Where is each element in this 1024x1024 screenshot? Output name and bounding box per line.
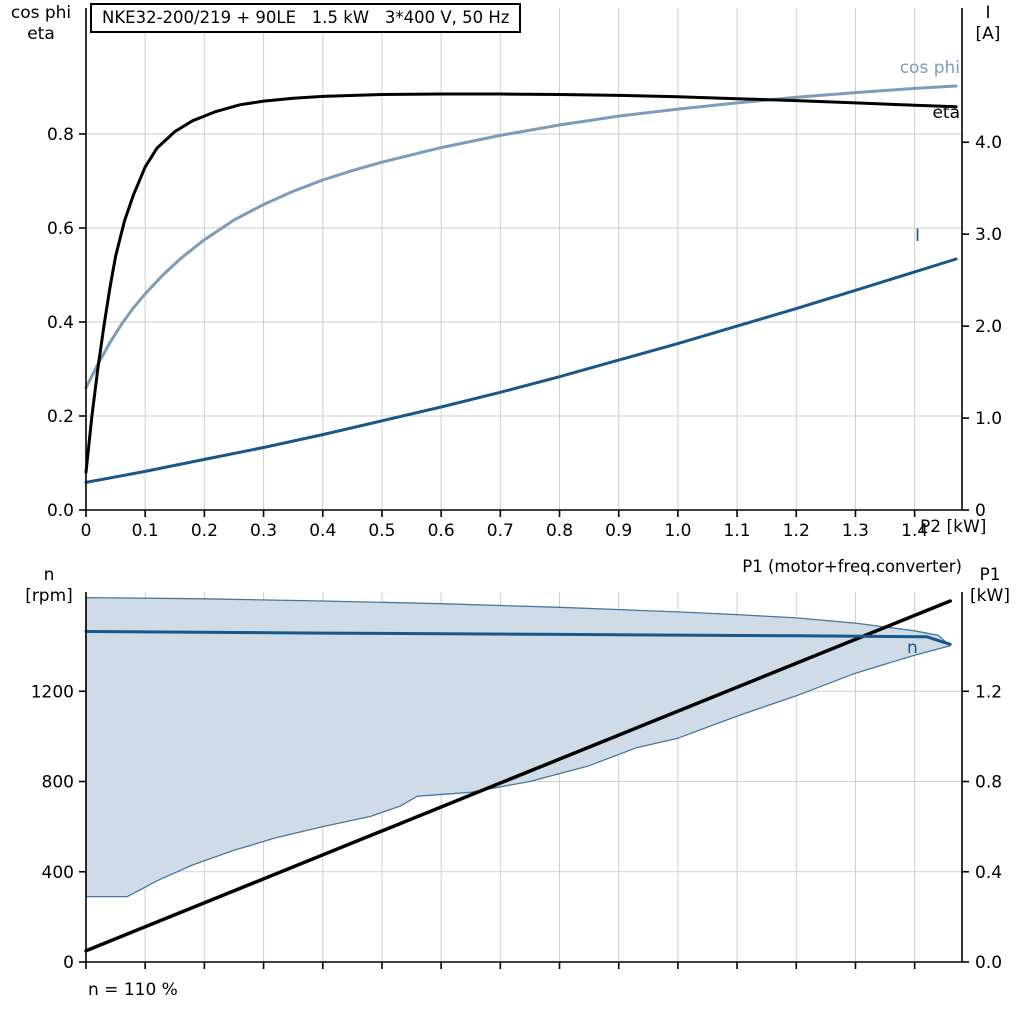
speed-percentage-note: n = 110 %	[88, 980, 178, 1000]
tick-label-bottom: 0.9	[605, 521, 632, 541]
tick-label-right: 0	[975, 501, 986, 521]
tick-label-right: 0.0	[975, 953, 1002, 973]
tick-label-bottom: 1.1	[724, 521, 751, 541]
chart-title-box: NKE32-200/219 + 90LE 1.5 kW 3*400 V, 50 …	[90, 3, 522, 33]
power-axis-title-line2: [kW]	[970, 586, 1010, 606]
cos-phi-curve-label: cos phi	[899, 58, 960, 78]
series-n	[84, 630, 952, 646]
tick-label-bottom: 0	[81, 521, 92, 541]
tick-label-bottom: 1.3	[842, 521, 869, 541]
tick-label-left: 0.8	[47, 125, 74, 145]
right-axis-title-line2: [A]	[975, 24, 1001, 44]
tick-label-right: 3.0	[975, 225, 1002, 245]
tick-label-left: 0.0	[47, 501, 74, 521]
current-curve-label: I	[914, 226, 920, 246]
tick-label-bottom: 0.8	[546, 521, 573, 541]
tick-label-left: 0.2	[47, 407, 74, 427]
series-p1	[84, 599, 952, 953]
tick-label-left: 0.4	[47, 313, 74, 333]
tick-label-bottom: 1.0	[664, 521, 691, 541]
tick-label-bottom: 0.4	[309, 521, 336, 541]
eta-curve-label: eta	[932, 103, 960, 123]
series-i	[84, 257, 958, 484]
tick-label-right: 1.2	[975, 682, 1002, 702]
tick-label-left: 0.6	[47, 219, 74, 239]
chart-layer: 0.0 0.2 0.4 0.6 0.8 0 1.0 2.0 3.0 4.0 0 0.1 0.2 0.3 0.…	[47, 8, 1002, 541]
tick-label-left: 1200	[31, 682, 74, 702]
tick-label-right: 0.4	[975, 863, 1002, 883]
chart-title: NKE32-200/219 + 90LE 1.5 kW 3*400 V, 50 …	[102, 8, 510, 27]
speed-axis-title-line2: [rpm]	[25, 586, 73, 606]
tick-label-right: 4.0	[975, 133, 1002, 153]
tick-label-bottom: 0.1	[132, 521, 159, 541]
series-eta	[84, 92, 958, 474]
tick-label-right: 2.0	[975, 317, 1002, 337]
tick-label-bottom: 0.5	[368, 521, 395, 541]
chart-layer: 0 400 800 1200 0.0 0.4 0.8 1.2	[31, 592, 1002, 973]
speed-operating-area	[85, 596, 951, 898]
power-axis-title-line1: P1	[979, 565, 1001, 585]
tick-label-bottom: 0.6	[428, 521, 455, 541]
speed-axis-title-line1: n	[43, 565, 55, 585]
tick-label-bottom: 0.3	[250, 521, 277, 541]
left-axis-title-line1: cos phi	[10, 3, 72, 23]
tick-label-bottom: 1.2	[783, 521, 810, 541]
tick-label-left: 0	[63, 953, 74, 973]
tick-label-right: 1.0	[975, 409, 1002, 429]
x-axis-label: P2 [kW]	[920, 517, 987, 537]
tick-label-bottom: 1.4	[901, 521, 928, 541]
right-axis-title-line1: I	[985, 3, 991, 23]
tick-label-left: 800	[42, 773, 74, 793]
p1-curve-label: P1 (motor+freq.converter)	[742, 557, 962, 576]
tick-label-bottom: 0.2	[191, 521, 218, 541]
tick-label-bottom: 0.7	[487, 521, 514, 541]
tick-label-left: 400	[42, 863, 74, 883]
left-axis-title-line2: eta	[27, 24, 55, 44]
tick-label-right: 0.8	[975, 773, 1002, 793]
series-cos-phi	[84, 84, 958, 390]
speed-curve-label: n	[907, 638, 918, 658]
